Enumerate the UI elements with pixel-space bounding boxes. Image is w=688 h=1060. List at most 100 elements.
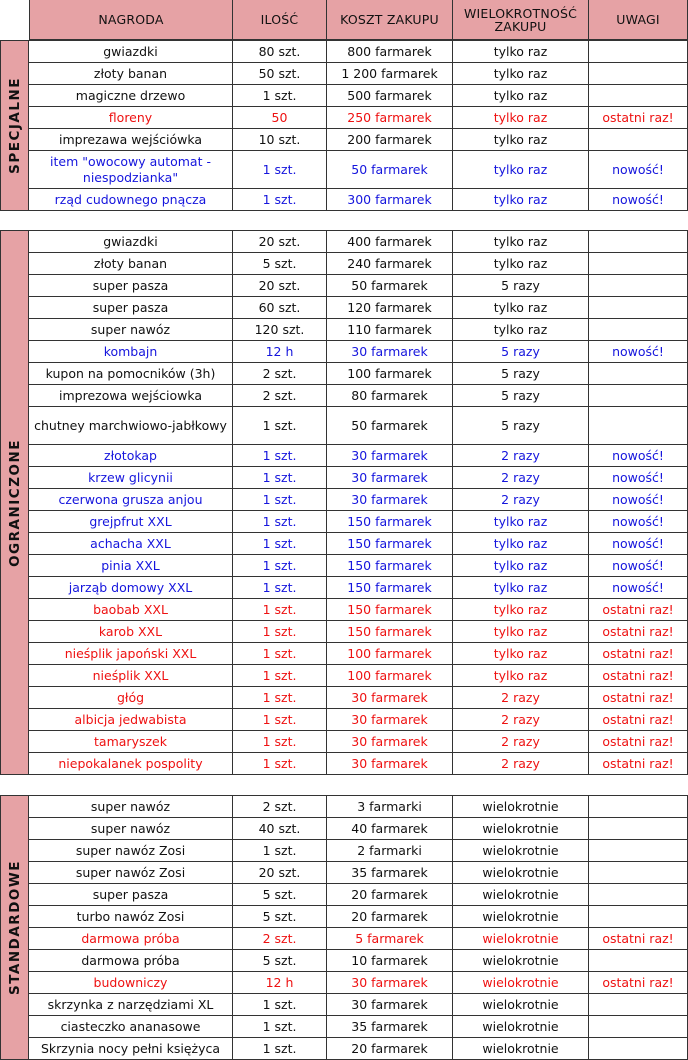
section-ograniczone: OGRANICZONE gwiazdki 20 szt. 400 farmarek ty… <box>0 230 688 775</box>
cell-ilosc: 1 szt. <box>233 555 327 577</box>
cell-koszt: 30 farmarek <box>327 753 453 775</box>
cell-uwagi: ostatni raz! <box>589 665 688 687</box>
cell-koszt: 100 farmarek <box>327 665 453 687</box>
section-label-text: OGRANICZONE <box>6 438 23 567</box>
cell-ilosc: 1 szt. <box>233 533 327 555</box>
cell-koszt: 5 farmarek <box>327 928 453 950</box>
cell-uwagi <box>589 129 688 151</box>
cell-koszt: 80 farmarek <box>327 385 453 407</box>
cell-ilosc: 1 szt. <box>233 753 327 775</box>
cell-wielokrotnosc: 2 razy <box>453 753 589 775</box>
cell-ilosc: 1 szt. <box>233 840 327 862</box>
cell-koszt: 35 farmarek <box>327 1016 453 1038</box>
table-row: grejpfrut XXL 1 szt. 150 farmarek tylko raz… <box>29 511 688 533</box>
cell-uwagi <box>589 818 688 840</box>
table-row: super pasza 60 szt. 120 farmarek tylko raz <box>29 297 688 319</box>
table-row: złotokap 1 szt. 30 farmarek 2 razy nowość! <box>29 445 688 467</box>
table-row: darmowa próba 5 szt. 10 farmarek wielokrotn… <box>29 950 688 972</box>
cell-uwagi <box>589 63 688 85</box>
table-row: magiczne drzewo 1 szt. 500 farmarek tylko r… <box>29 85 688 107</box>
cell-wielokrotnosc: wielokrotnie <box>453 795 589 818</box>
cell-ilosc: 80 szt. <box>233 40 327 63</box>
table-row: karob XXL 1 szt. 150 farmarek tylko raz osta… <box>29 621 688 643</box>
cell-wielokrotnosc: 2 razy <box>453 489 589 511</box>
cell-koszt: 40 farmarek <box>327 818 453 840</box>
table-row: turbo nawóz Zosi 5 szt. 20 farmarek wielokr… <box>29 906 688 928</box>
table-row: Skrzynia nocy pełni księżyca 1 szt. 20 far… <box>29 1038 688 1060</box>
cell-ilosc: 1 szt. <box>233 489 327 511</box>
table-row: item "owocowy automat - niespodzianka" 1 … <box>29 151 688 189</box>
cell-nagroda: Skrzynia nocy pełni księżyca <box>29 1038 233 1060</box>
cell-koszt: 30 farmarek <box>327 445 453 467</box>
cell-nagroda: karob XXL <box>29 621 233 643</box>
cell-wielokrotnosc: wielokrotnie <box>453 1038 589 1060</box>
table-row: ciasteczko ananasowe 1 szt. 35 farmarek wie… <box>29 1016 688 1038</box>
cell-wielokrotnosc: wielokrotnie <box>453 994 589 1016</box>
section-label: OGRANICZONE <box>0 230 29 775</box>
cell-koszt: 300 farmarek <box>327 189 453 211</box>
cell-wielokrotnosc: tylko raz <box>453 555 589 577</box>
table-row: super nawóz 120 szt. 110 farmarek tylko raz <box>29 319 688 341</box>
cell-uwagi <box>589 1016 688 1038</box>
cell-wielokrotnosc: wielokrotnie <box>453 928 589 950</box>
cell-koszt: 240 farmarek <box>327 253 453 275</box>
table-row: super nawóz 2 szt. 3 farmarki wielokrotnie <box>29 795 688 818</box>
cell-nagroda: super pasza <box>29 297 233 319</box>
cell-nagroda: imprezowa wejściowka <box>29 385 233 407</box>
cell-koszt: 150 farmarek <box>327 555 453 577</box>
cell-uwagi <box>589 906 688 928</box>
cell-nagroda: jarząb domowy XXL <box>29 577 233 599</box>
table-row: skrzynka z narzędziami XL 1 szt. 30 farmar… <box>29 994 688 1016</box>
table-row: krzew glicynii 1 szt. 30 farmarek 2 razy now… <box>29 467 688 489</box>
cell-nagroda: złoty banan <box>29 253 233 275</box>
cell-koszt: 100 farmarek <box>327 363 453 385</box>
cell-koszt: 50 farmarek <box>327 407 453 445</box>
cell-nagroda: super nawóz <box>29 795 233 818</box>
cell-ilosc: 1 szt. <box>233 687 327 709</box>
table-row: czerwona grusza anjou 1 szt. 30 farmarek 2 … <box>29 489 688 511</box>
table-row: niepokalanek pospolity 1 szt. 30 farmarek 2… <box>29 753 688 775</box>
cell-nagroda: magiczne drzewo <box>29 85 233 107</box>
cell-uwagi <box>589 319 688 341</box>
cell-uwagi <box>589 40 688 63</box>
cell-nagroda: super pasza <box>29 275 233 297</box>
cell-koszt: 20 farmarek <box>327 906 453 928</box>
cell-uwagi <box>589 795 688 818</box>
cell-ilosc: 40 szt. <box>233 818 327 840</box>
cell-ilosc: 2 szt. <box>233 385 327 407</box>
cell-nagroda: turbo nawóz Zosi <box>29 906 233 928</box>
cell-ilosc: 1 szt. <box>233 1016 327 1038</box>
cell-koszt: 30 farmarek <box>327 341 453 363</box>
cell-ilosc: 10 szt. <box>233 129 327 151</box>
cell-nagroda: gwiazdki <box>29 230 233 253</box>
cell-uwagi: ostatni raz! <box>589 709 688 731</box>
cell-wielokrotnosc: tylko raz <box>453 63 589 85</box>
cell-wielokrotnosc: wielokrotnie <box>453 884 589 906</box>
cell-uwagi <box>589 297 688 319</box>
cell-nagroda: złoty banan <box>29 63 233 85</box>
cell-nagroda: gwiazdki <box>29 40 233 63</box>
cell-wielokrotnosc: 2 razy <box>453 445 589 467</box>
cell-koszt: 35 farmarek <box>327 862 453 884</box>
cell-ilosc: 20 szt. <box>233 275 327 297</box>
cell-koszt: 30 farmarek <box>327 709 453 731</box>
cell-wielokrotnosc: 2 razy <box>453 731 589 753</box>
table-row: floreny 50 250 farmarek tylko raz ostatni ra… <box>29 107 688 129</box>
cell-koszt: 30 farmarek <box>327 731 453 753</box>
cell-uwagi: nowość! <box>589 151 688 189</box>
cell-wielokrotnosc: 5 razy <box>453 341 589 363</box>
cell-wielokrotnosc: 5 razy <box>453 363 589 385</box>
cell-wielokrotnosc: wielokrotnie <box>453 1016 589 1038</box>
cell-uwagi <box>589 363 688 385</box>
cell-koszt: 30 farmarek <box>327 489 453 511</box>
cell-uwagi <box>589 407 688 445</box>
cell-uwagi <box>589 884 688 906</box>
cell-koszt: 20 farmarek <box>327 884 453 906</box>
cell-wielokrotnosc: tylko raz <box>453 665 589 687</box>
cell-nagroda: item "owocowy automat - niespodzianka" <box>29 151 233 189</box>
cell-uwagi: ostatni raz! <box>589 753 688 775</box>
cell-uwagi <box>589 230 688 253</box>
cell-nagroda: ciasteczko ananasowe <box>29 1016 233 1038</box>
header-ilosc: ILOŚĆ <box>233 0 327 40</box>
